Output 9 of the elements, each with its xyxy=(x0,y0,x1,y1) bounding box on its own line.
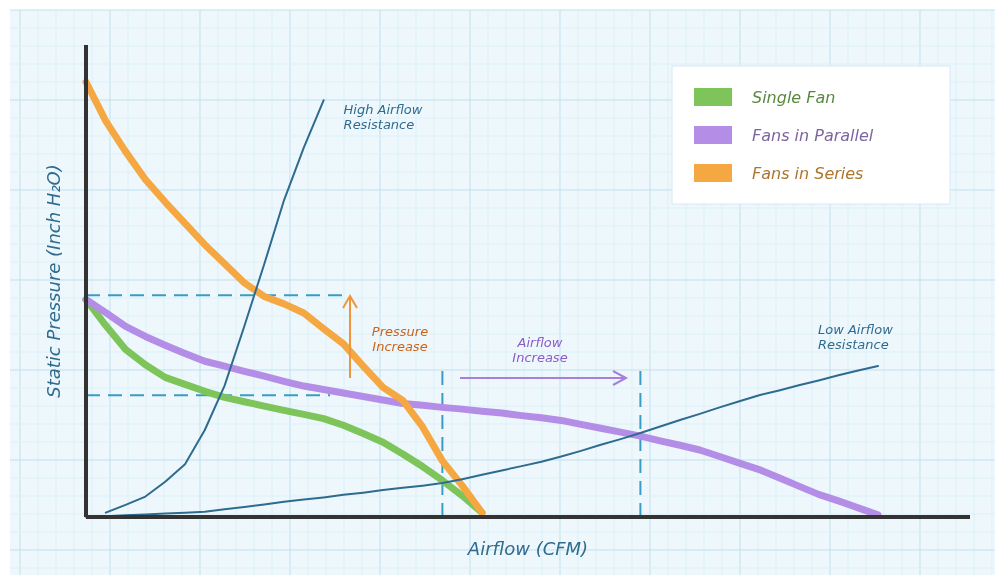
annotation: Airflow Increase xyxy=(512,335,568,365)
legend-label: Single Fan xyxy=(752,88,836,107)
legend-label: Fans in Parallel xyxy=(752,126,874,145)
x-axis-title: Airflow (CFM) xyxy=(466,538,589,559)
series-label: High Airflow Resistance xyxy=(343,102,423,133)
legend-label: Fans in Series xyxy=(752,164,864,183)
y-axis-title: Static Pressure (Inch H₂O) xyxy=(43,164,64,398)
annotation: Pressure Increase xyxy=(371,324,429,354)
series-label: Low Airflow Resistance xyxy=(818,322,894,353)
